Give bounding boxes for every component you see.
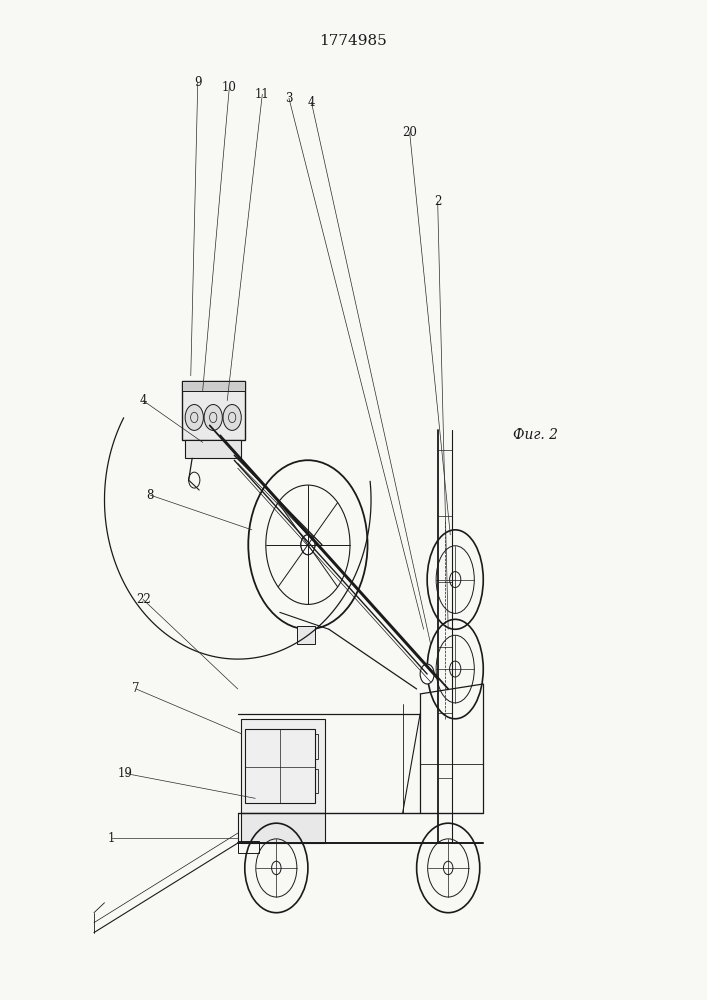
Bar bbox=[248, 768, 318, 793]
Text: 20: 20 bbox=[402, 126, 417, 139]
Text: 10: 10 bbox=[222, 81, 237, 94]
Text: 4: 4 bbox=[308, 96, 315, 109]
Circle shape bbox=[420, 664, 434, 684]
Bar bbox=[182, 381, 245, 391]
Text: 2: 2 bbox=[434, 195, 441, 208]
Text: 1: 1 bbox=[107, 832, 115, 845]
Bar bbox=[182, 381, 245, 440]
Text: 8: 8 bbox=[146, 489, 153, 502]
Text: 4: 4 bbox=[139, 394, 147, 407]
Bar bbox=[298, 626, 315, 644]
Text: 9: 9 bbox=[194, 76, 201, 89]
Circle shape bbox=[301, 535, 315, 555]
Bar bbox=[185, 440, 241, 458]
Bar bbox=[245, 729, 315, 803]
Circle shape bbox=[223, 405, 241, 430]
Text: Фиг. 2: Фиг. 2 bbox=[513, 428, 559, 442]
Bar bbox=[238, 841, 259, 853]
Circle shape bbox=[185, 405, 204, 430]
Circle shape bbox=[204, 405, 222, 430]
Text: 11: 11 bbox=[255, 88, 269, 101]
Bar bbox=[241, 719, 325, 813]
Bar bbox=[241, 813, 325, 843]
Text: 7: 7 bbox=[132, 682, 140, 695]
Text: 22: 22 bbox=[136, 593, 151, 606]
Text: 1774985: 1774985 bbox=[320, 34, 387, 48]
Bar bbox=[248, 734, 318, 759]
Text: 3: 3 bbox=[285, 92, 293, 105]
Text: 19: 19 bbox=[118, 767, 133, 780]
